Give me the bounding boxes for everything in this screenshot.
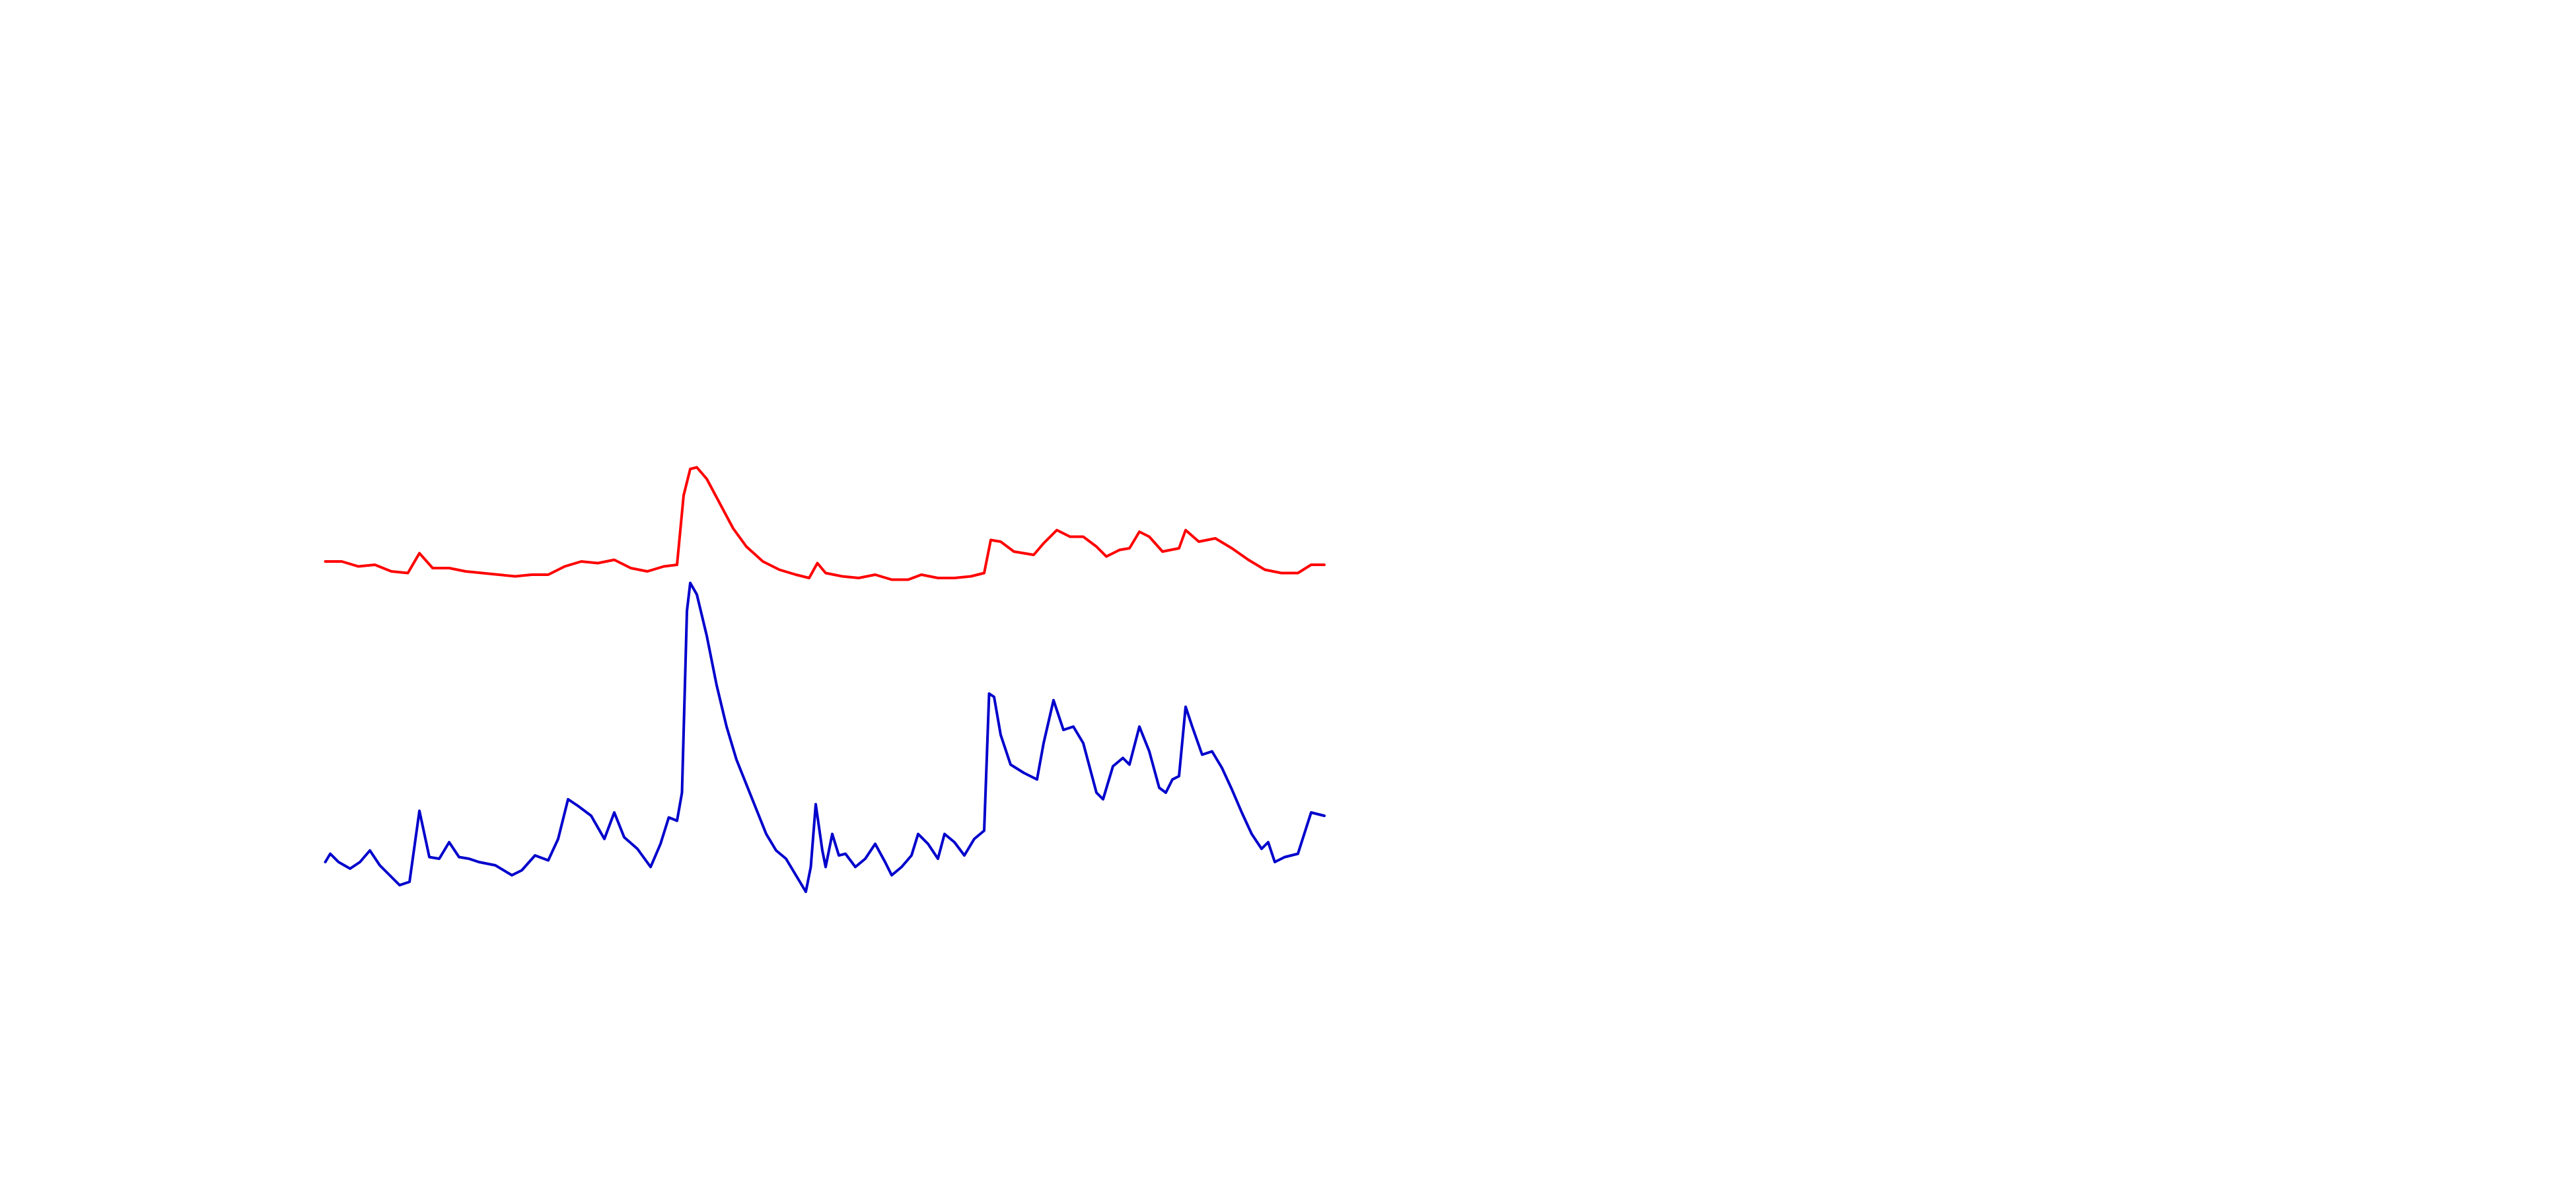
line-series <box>324 581 1326 893</box>
line-series <box>324 466 1326 581</box>
